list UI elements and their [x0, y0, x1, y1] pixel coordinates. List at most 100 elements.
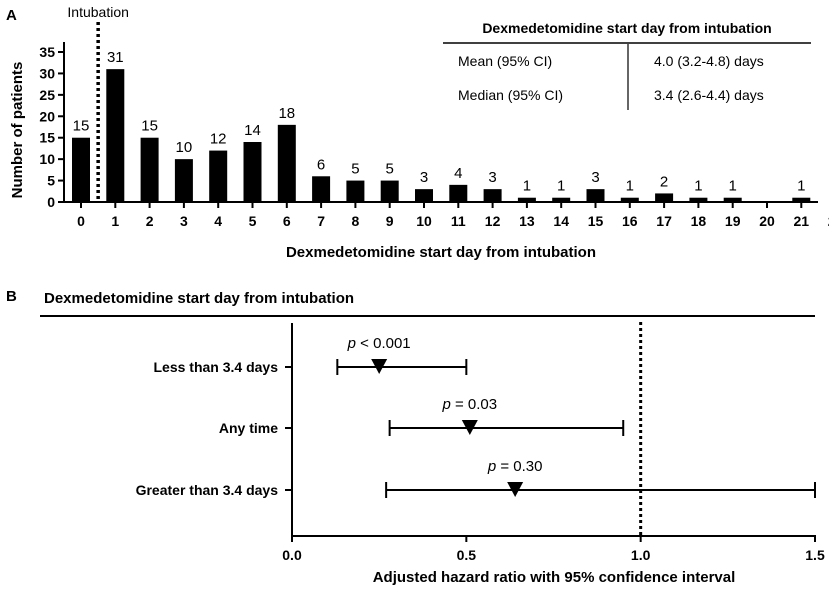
bar-value-label: 4 — [454, 165, 462, 182]
bar-y-tick-label: 0 — [47, 194, 55, 210]
bar-11 — [449, 184, 468, 202]
forest-title: Dexmedetomidine start day from intubatio… — [44, 290, 354, 307]
bar-x-tick-label: 13 — [519, 213, 535, 229]
forest-row-label: Any time — [219, 420, 278, 436]
bar-16 — [620, 197, 639, 202]
bar-4 — [209, 150, 228, 202]
bar-x-tick-label: 18 — [691, 213, 707, 229]
bar-x-tick-label: 8 — [352, 213, 360, 229]
forest-x-tick-label: 1.0 — [631, 547, 651, 563]
forest-x-tick-label: 0.0 — [282, 547, 302, 563]
bar-value-label: 1 — [626, 178, 634, 195]
p-value-label: p = 0.03 — [441, 396, 497, 413]
inset-table-header: Dexmedetomidine start day from intubatio… — [482, 20, 771, 36]
bar-y-ticks: 0 5 10 15 20 25 30 35 — [39, 44, 64, 210]
bar-y-tick-label: 10 — [39, 151, 55, 167]
bar-value-label: 5 — [386, 161, 394, 178]
bar-x-tick-label: 10 — [416, 213, 432, 229]
panel-b-label: B — [6, 288, 17, 305]
p-value-label: p < 0.001 — [347, 335, 411, 352]
p-value-label: p = 0.30 — [487, 458, 543, 475]
forest-x-axis-title: Adjusted hazard ratio with 95% confidenc… — [373, 569, 736, 586]
bar-x-tick-label: 7 — [317, 213, 325, 229]
bar-x-tick-label: 21 — [794, 213, 810, 229]
bar-y-tick-label: 5 — [47, 173, 55, 189]
forest-x-tick-label: 1.5 — [805, 547, 825, 563]
bar-x-ticks: 012345678910111213141516171819202122 — [77, 202, 829, 229]
bar-9 — [380, 180, 399, 202]
bar-12 — [483, 189, 502, 202]
bar-x-tick-label: 1 — [111, 213, 119, 229]
bar-19 — [723, 197, 742, 202]
bar-x-tick-label: 20 — [759, 213, 775, 229]
bar-2 — [140, 137, 159, 202]
bar-x-tick-label: 14 — [553, 213, 569, 229]
bar-x-tick-label: 17 — [656, 213, 672, 229]
bar-x-tick-label: 16 — [622, 213, 638, 229]
hazard-ratio-estimate-marker — [371, 359, 388, 374]
bar-value-label: 10 — [176, 139, 193, 156]
bar-y-tick-label: 30 — [39, 65, 55, 81]
bar-x-tick-label: 6 — [283, 213, 291, 229]
bar-value-label: 1 — [694, 178, 702, 195]
bar-17 — [655, 193, 674, 202]
bar-y-axis-title: Number of patients — [9, 62, 26, 199]
bar-value-label: 3 — [420, 169, 428, 186]
bar-5 — [243, 142, 262, 202]
bar-value-label: 1 — [523, 178, 531, 195]
bar-y-tick-label: 15 — [39, 130, 55, 146]
bar-14 — [552, 197, 571, 202]
bar-value-label: 5 — [351, 161, 359, 178]
bar-1 — [106, 69, 125, 203]
bar-value-label: 3 — [488, 169, 496, 186]
bar-7 — [312, 176, 331, 202]
forest-row-label: Greater than 3.4 days — [136, 482, 279, 498]
bar-8 — [346, 180, 365, 202]
bar-value-label: 18 — [278, 105, 295, 122]
bar-x-tick-label: 22 — [828, 213, 829, 229]
bar-value-label: 3 — [591, 169, 599, 186]
bar-21 — [792, 197, 811, 202]
bar-x-axis-title: Dexmedetomidine start day from intubatio… — [286, 244, 596, 261]
bar-series — [72, 69, 811, 203]
hazard-ratio-estimate-marker — [461, 420, 478, 435]
bar-value-label: 1 — [557, 178, 565, 195]
inset-table: Dexmedetomidine start day from intubatio… — [443, 20, 811, 110]
bar-x-tick-label: 5 — [249, 213, 257, 229]
inset-row-median-label: Median (95% CI) — [458, 87, 563, 103]
bar-y-tick-label: 25 — [39, 87, 55, 103]
bar-x-tick-label: 12 — [485, 213, 501, 229]
bar-3 — [174, 159, 193, 202]
bar-y-tick-label: 20 — [39, 108, 55, 124]
bar-18 — [689, 197, 708, 202]
bar-value-label: 1 — [797, 178, 805, 195]
inset-row-mean-value: 4.0 (3.2-4.8) days — [654, 53, 764, 69]
bar-value-label: 15 — [73, 118, 90, 135]
bar-value-label: 1 — [729, 178, 737, 195]
forest-x-ticks: 0.0 0.5 1.0 1.5 — [282, 536, 825, 563]
bar-x-tick-label: 4 — [214, 213, 222, 229]
bar-value-label: 6 — [317, 156, 325, 173]
bar-x-tick-label: 3 — [180, 213, 188, 229]
bar-10 — [415, 189, 433, 202]
bar-13 — [517, 197, 536, 202]
bar-x-tick-label: 9 — [386, 213, 394, 229]
bar-value-label: 2 — [660, 173, 668, 190]
bar-value-label: 14 — [244, 122, 261, 139]
bar-0 — [72, 137, 90, 202]
intubation-label: Intubation — [67, 4, 129, 20]
bar-value-label: 12 — [210, 131, 227, 148]
bar-6 — [277, 124, 296, 202]
bar-x-tick-label: 19 — [725, 213, 741, 229]
inset-row-mean-label: Mean (95% CI) — [458, 53, 552, 69]
bar-value-label: 31 — [107, 49, 124, 66]
inset-row-median-value: 3.4 (2.6-4.4) days — [654, 87, 764, 103]
forest-rows: Less than 3.4 days p < 0.001 Any time p = 0… — [136, 335, 816, 498]
bar-value-label: 15 — [141, 118, 158, 135]
hazard-ratio-estimate-marker — [507, 482, 524, 497]
forest-row-label: Less than 3.4 days — [153, 359, 278, 375]
bar-y-tick-label: 35 — [39, 44, 55, 60]
forest-x-tick-label: 0.5 — [457, 547, 477, 563]
